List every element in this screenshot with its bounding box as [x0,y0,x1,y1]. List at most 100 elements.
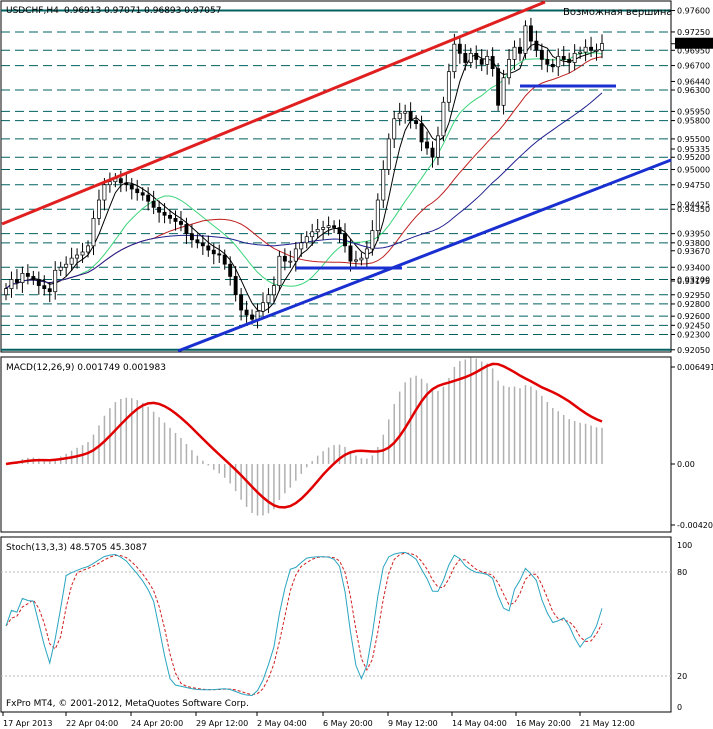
candle-body[interactable] [118,178,123,184]
candle-body[interactable] [69,257,74,265]
candle-body[interactable] [211,249,216,255]
candle-body[interactable] [583,46,588,53]
support-trendline[interactable] [177,158,672,353]
candle-body[interactable] [337,227,342,234]
candle-body[interactable] [381,169,386,201]
candle-body[interactable] [550,63,555,68]
candle-body[interactable] [561,56,566,60]
candle-body[interactable] [452,43,457,73]
candle-body[interactable] [436,135,440,158]
candle-body[interactable] [479,59,484,65]
candle-body[interactable] [518,46,522,54]
candle-body[interactable] [370,230,375,250]
candle-body[interactable] [545,59,550,65]
candle-body[interactable] [47,288,52,293]
candle-body[interactable] [250,314,255,320]
candle-body[interactable] [80,251,85,256]
candle-body[interactable] [124,182,129,186]
candle-body[interactable] [168,214,172,219]
candle-body[interactable] [512,46,517,60]
candle-body[interactable] [348,245,353,262]
candle-body[interactable] [304,236,309,244]
candle-body[interactable] [392,118,397,140]
candle-body[interactable] [244,309,249,316]
candle-body[interactable] [179,221,183,225]
candle-body[interactable] [151,200,156,208]
candle-body[interactable] [173,218,178,222]
candle-body[interactable] [129,184,134,190]
candle-body[interactable] [107,181,112,186]
candle-body[interactable] [53,269,58,293]
candle-body[interactable] [189,233,194,241]
candle-body[interactable] [206,245,211,251]
candle-body[interactable] [457,43,462,54]
candle-body[interactable] [282,255,287,262]
candle-body[interactable] [239,294,244,311]
candle-body[interactable] [474,52,479,60]
candle-body[interactable] [507,59,511,79]
candle-body[interactable] [496,68,501,106]
candle-body[interactable] [102,184,107,201]
candle-body[interactable] [403,111,408,114]
candle-body[interactable] [162,211,167,216]
candle-body[interactable] [332,225,337,228]
candle-body[interactable] [578,51,583,54]
candle-body[interactable] [20,273,25,283]
candle-body[interactable] [36,279,41,286]
candle-body[interactable] [321,227,326,230]
candle-body[interactable] [195,239,200,244]
candle-body[interactable] [135,188,140,194]
candle-body[interactable] [501,77,506,106]
candle-body[interactable] [441,101,446,137]
candle-body[interactable] [468,52,473,63]
candle-body[interactable] [528,25,533,42]
candle-body[interactable] [539,49,544,60]
candle-body[interactable] [266,294,271,304]
stochastic-panel[interactable]: Stoch(13,3,3) 48.5705 45.3087 100 80 20 … [0,536,692,713]
candle-body[interactable] [58,266,63,271]
candle-body[interactable] [293,248,298,262]
candle-body[interactable] [217,253,222,256]
candle-body[interactable] [414,120,419,124]
candle-body[interactable] [271,285,276,296]
candle-body[interactable] [397,112,402,120]
candle-body[interactable] [64,263,69,268]
candle-body[interactable] [446,71,451,103]
candle-body[interactable] [315,229,320,233]
candle-body[interactable] [523,25,528,54]
candle-body[interactable] [364,248,369,259]
candle-body[interactable] [255,310,260,320]
candle-body[interactable] [463,52,468,63]
candle-body[interactable] [4,288,8,296]
candle-body[interactable] [31,276,36,280]
candle-body[interactable] [556,56,561,68]
candle-body[interactable] [277,255,282,286]
candle-body[interactable] [157,207,162,213]
candle-body[interactable] [594,49,599,52]
candle-body[interactable] [310,231,315,238]
candle-body[interactable] [408,111,413,121]
macd-panel[interactable]: MACD(12,26,9) 0.001749 0.001983 0.006491… [0,356,713,533]
candle-body[interactable] [228,263,233,277]
candle-body[interactable] [200,242,205,247]
candle-body[interactable] [326,225,331,228]
candle-body[interactable] [261,302,265,312]
candle-body[interactable] [42,285,47,290]
candle-body[interactable] [75,254,80,259]
candle-body[interactable] [386,138,391,170]
candle-body[interactable] [146,194,151,202]
candle-body[interactable] [485,56,490,65]
candle-body[interactable] [567,59,572,63]
candle-body[interactable] [86,245,90,253]
candle-body[interactable] [600,43,604,51]
candle-body[interactable] [140,192,145,196]
candle-body[interactable] [25,273,30,277]
candle-body[interactable] [534,40,539,51]
candle-body[interactable] [97,199,101,219]
candle-body[interactable] [222,254,227,265]
candle-body[interactable] [9,279,14,290]
candle-body[interactable] [375,199,380,231]
candle-body[interactable] [91,218,96,247]
candle-body[interactable] [343,233,347,247]
